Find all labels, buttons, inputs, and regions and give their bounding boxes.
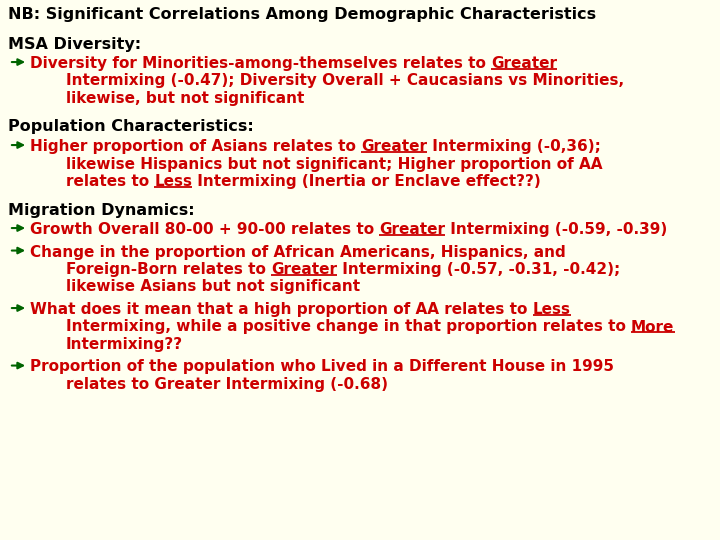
- Text: Growth Overall 80-00 + 90-00 relates to: Growth Overall 80-00 + 90-00 relates to: [30, 222, 379, 237]
- Text: Foreign-Born relates to: Foreign-Born relates to: [66, 262, 271, 277]
- Text: likewise, but not significant: likewise, but not significant: [66, 91, 305, 106]
- Text: Greater: Greater: [379, 222, 446, 237]
- Text: likewise Asians but not significant: likewise Asians but not significant: [66, 280, 360, 294]
- Text: Proportion of the population who Lived in a Different House in 1995: Proportion of the population who Lived i…: [30, 360, 614, 375]
- Text: Intermixing (-0.47); Diversity Overall + Caucasians vs Minorities,: Intermixing (-0.47); Diversity Overall +…: [66, 73, 624, 89]
- Text: What does it mean that a high proportion of AA relates to: What does it mean that a high proportion…: [30, 302, 533, 317]
- Text: relates to: relates to: [66, 174, 154, 189]
- Text: Higher proportion of Asians relates to: Higher proportion of Asians relates to: [30, 139, 361, 154]
- Text: Greater: Greater: [271, 262, 337, 277]
- Text: relates to Greater Intermixing (-0.68): relates to Greater Intermixing (-0.68): [66, 377, 388, 392]
- Text: Population Characteristics:: Population Characteristics:: [8, 119, 253, 134]
- Text: More: More: [631, 320, 675, 334]
- Text: Greater: Greater: [491, 56, 557, 71]
- Text: Change in the proportion of African Americans, Hispanics, and: Change in the proportion of African Amer…: [30, 245, 566, 260]
- Text: Intermixing (-0,36);: Intermixing (-0,36);: [427, 139, 601, 154]
- Text: Greater: Greater: [361, 139, 427, 154]
- Text: Diversity for Minorities-among-themselves relates to: Diversity for Minorities-among-themselve…: [30, 56, 491, 71]
- Text: likewise Hispanics but not significant; Higher proportion of AA: likewise Hispanics but not significant; …: [66, 157, 603, 172]
- Text: Intermixing (-0.57, -0.31, -0.42);: Intermixing (-0.57, -0.31, -0.42);: [337, 262, 621, 277]
- Text: Intermixing (-0.59, -0.39): Intermixing (-0.59, -0.39): [446, 222, 667, 237]
- Text: Less: Less: [533, 302, 571, 317]
- Text: Intermixing (Inertia or Enclave effect??): Intermixing (Inertia or Enclave effect??…: [192, 174, 541, 189]
- Text: MSA Diversity:: MSA Diversity:: [8, 37, 141, 51]
- Text: Migration Dynamics:: Migration Dynamics:: [8, 202, 194, 218]
- Text: Intermixing, while a positive change in that proportion relates to: Intermixing, while a positive change in …: [66, 320, 631, 334]
- Text: NB: Significant Correlations Among Demographic Characteristics: NB: Significant Correlations Among Demog…: [8, 7, 596, 22]
- Text: Less: Less: [154, 174, 192, 189]
- Text: Intermixing??: Intermixing??: [66, 337, 183, 352]
